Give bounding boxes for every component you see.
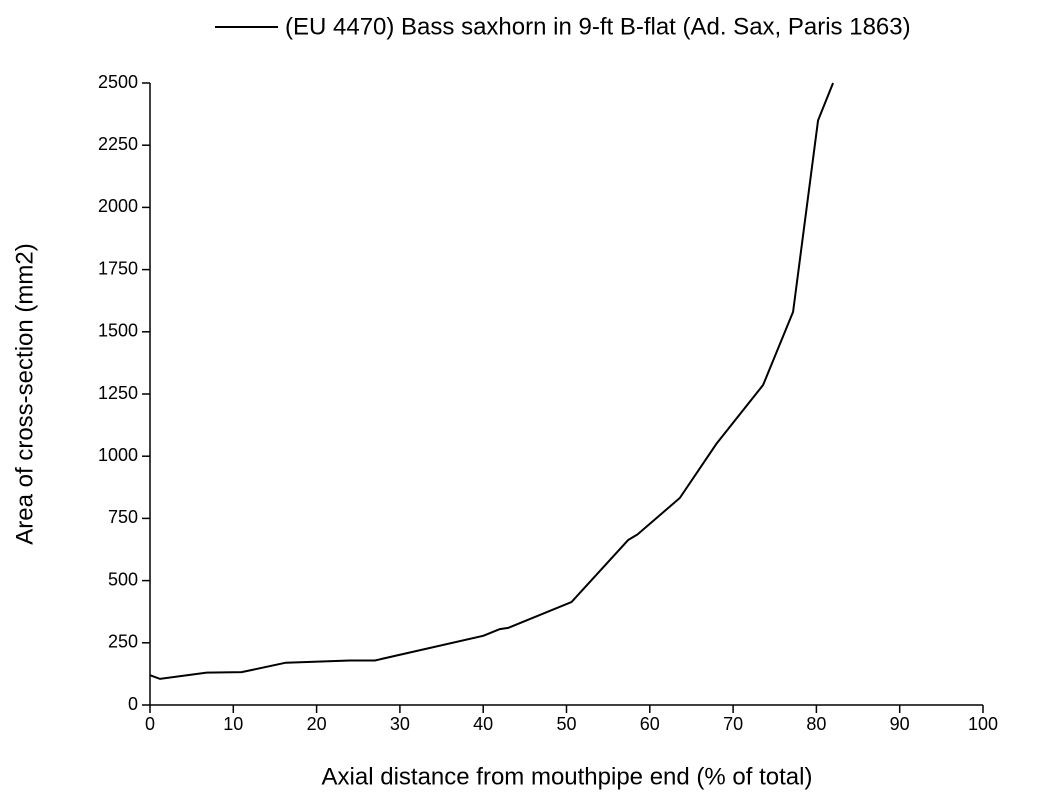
x-tick-label: 10 [223, 714, 243, 734]
x-tick-label: 0 [145, 714, 155, 734]
y-tick-label: 500 [108, 569, 138, 589]
x-tick-label: 20 [307, 714, 327, 734]
y-tick-label: 2000 [98, 196, 138, 216]
y-tick-label: 750 [108, 507, 138, 527]
x-axis-title: Axial distance from mouthpipe end (% of … [322, 763, 813, 790]
x-tick-label: 50 [556, 714, 576, 734]
y-tick-label: 1250 [98, 383, 138, 403]
x-tick-label: 90 [890, 714, 910, 734]
y-axis-title: Area of cross-section (mm2) [11, 243, 38, 544]
y-tick-label: 2250 [98, 134, 138, 154]
x-tick-label: 40 [473, 714, 493, 734]
x-tick-label: 70 [723, 714, 743, 734]
y-tick-label: 1750 [98, 258, 138, 278]
y-tick-label: 0 [128, 694, 138, 714]
y-tick-label: 1000 [98, 445, 138, 465]
x-tick-label: 60 [640, 714, 660, 734]
data-line [149, 82, 834, 680]
y-tick-label: 2500 [98, 72, 138, 92]
x-tick-label: 30 [390, 714, 410, 734]
y-tick-label: 1500 [98, 321, 138, 341]
x-tick-label: 100 [968, 714, 998, 734]
y-tick-label: 250 [108, 632, 138, 652]
x-tick-label: 80 [806, 714, 826, 734]
legend-label: (EU 4470) Bass saxhorn in 9-ft B-flat (A… [285, 13, 911, 40]
